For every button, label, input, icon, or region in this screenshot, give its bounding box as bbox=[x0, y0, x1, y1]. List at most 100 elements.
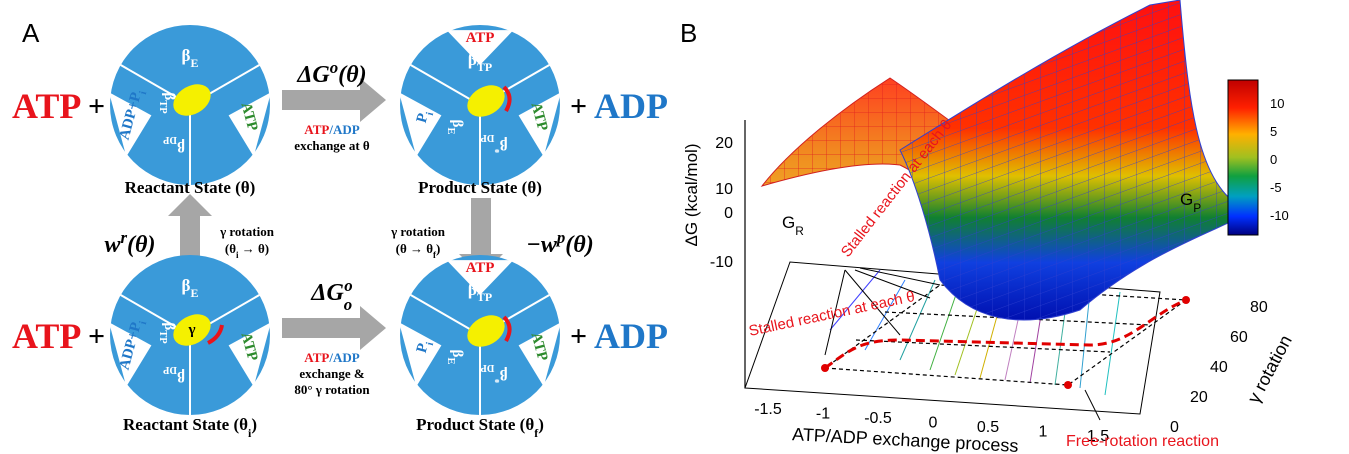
panel-label: B bbox=[680, 18, 697, 48]
text-part: TP bbox=[157, 100, 168, 114]
arrow bbox=[168, 194, 212, 272]
rotation-label: (θi → θ) bbox=[225, 241, 269, 260]
y-axis-label: γ rotation bbox=[1243, 332, 1295, 407]
mesh bbox=[900, 0, 1250, 320]
text-part: ATP bbox=[466, 30, 495, 46]
text-part: β bbox=[182, 46, 191, 65]
text-part: /ADP bbox=[328, 122, 359, 137]
text-part: −w bbox=[526, 232, 558, 258]
z-tick-label: 10 bbox=[715, 181, 733, 198]
text-part: E bbox=[191, 56, 199, 70]
icon-label: βDP bbox=[162, 134, 184, 153]
text-part: Product State (θ) bbox=[418, 178, 542, 197]
x-tick-label: -0.5 bbox=[864, 410, 892, 427]
text-part: γ bbox=[187, 322, 195, 338]
icon-notch bbox=[228, 322, 271, 387]
text-part: G bbox=[1180, 190, 1193, 209]
plus: + bbox=[570, 320, 587, 353]
icon-label: βE bbox=[445, 120, 464, 135]
text-part: (θ) bbox=[565, 232, 593, 258]
rotation-label: γ rotation bbox=[219, 224, 275, 239]
icon-label: ATP bbox=[237, 101, 260, 133]
text-part: + bbox=[570, 90, 587, 123]
text-part: A bbox=[22, 18, 40, 48]
state-label: Reactant State (θ) bbox=[125, 178, 256, 197]
text-part: 1 bbox=[1039, 424, 1048, 441]
text-part: 60 bbox=[1230, 329, 1248, 346]
work: wr(θ) bbox=[105, 228, 156, 259]
plus: + bbox=[88, 90, 105, 123]
text-part: w bbox=[105, 232, 122, 258]
text-part: i bbox=[425, 111, 436, 117]
icon-label: βTP bbox=[468, 280, 492, 304]
text-part: 1.5 bbox=[1087, 428, 1109, 445]
text-part: -5 bbox=[1270, 180, 1282, 195]
text-part: 10 bbox=[1270, 96, 1284, 111]
text-part: Product State (θ bbox=[416, 415, 534, 434]
rotation-arrow bbox=[502, 85, 512, 112]
text-part: β bbox=[177, 368, 185, 384]
text-part: β bbox=[500, 136, 508, 152]
text-part: β bbox=[177, 138, 185, 154]
text-part: ATP bbox=[12, 316, 81, 356]
curve-label: GP bbox=[1180, 190, 1201, 215]
text-part: B bbox=[680, 18, 697, 48]
text-part: β bbox=[468, 280, 477, 299]
panel-label: A bbox=[22, 18, 40, 48]
text-part: DP bbox=[480, 132, 495, 143]
x-tick-label: 1 bbox=[1039, 424, 1048, 441]
text-part: γ rotation bbox=[390, 224, 446, 239]
text-part: ATP bbox=[304, 350, 329, 365]
y-tick-label: 40 bbox=[1210, 359, 1228, 376]
text-part: o bbox=[344, 295, 352, 314]
text-part: -1 bbox=[816, 406, 830, 423]
icon-label: β*DP bbox=[480, 362, 508, 384]
colorbar bbox=[1227, 79, 1259, 236]
text-part: * bbox=[494, 143, 499, 154]
text-part: p bbox=[555, 228, 565, 247]
text-part: β bbox=[500, 366, 508, 382]
icon-label: ATP bbox=[466, 260, 495, 276]
state-label: Product State (θ) bbox=[418, 178, 542, 197]
icon-notch bbox=[109, 322, 152, 387]
icon-notch bbox=[446, 260, 514, 295]
text-part: β bbox=[468, 50, 477, 69]
icon-notch bbox=[518, 92, 561, 157]
icon-label: ATP bbox=[237, 331, 260, 363]
text-part: γ rotation bbox=[1243, 332, 1295, 407]
endpoint bbox=[1064, 381, 1072, 389]
exchange-label: exchange & bbox=[299, 366, 365, 381]
icon-label: ATP bbox=[527, 101, 550, 133]
y-tick-label: 0 bbox=[1170, 419, 1179, 436]
text-part: + bbox=[88, 90, 105, 123]
text-part: -10 bbox=[710, 254, 733, 271]
icon-notch bbox=[446, 30, 514, 65]
exchange-label: ATP/ADP bbox=[304, 122, 359, 137]
icon-label: βE bbox=[182, 276, 199, 300]
rotation-arrow bbox=[502, 315, 512, 342]
text-part: ΔG (kcal/mol) bbox=[682, 144, 701, 247]
text-part: i bbox=[138, 90, 149, 96]
text-part: 5 bbox=[1270, 124, 1277, 139]
y-tick-label: 80 bbox=[1250, 299, 1268, 316]
text-part: Reactant State (θ) bbox=[125, 178, 256, 197]
icon-notch bbox=[399, 92, 442, 157]
text-part: P bbox=[414, 112, 432, 125]
x-tick-label: 0.5 bbox=[977, 419, 999, 436]
plus: + bbox=[570, 90, 587, 123]
text-part: + bbox=[88, 320, 105, 353]
text-part: ATP bbox=[466, 260, 495, 276]
exchange-label: ATP/ADP bbox=[304, 350, 359, 365]
text-part: ATP bbox=[304, 122, 329, 137]
icon-label: β*DP bbox=[480, 132, 508, 154]
z-tick-label: 0 bbox=[724, 205, 733, 222]
icon-notch bbox=[399, 322, 442, 387]
text-part: β bbox=[449, 350, 465, 358]
colorbar-tick-label: 0 bbox=[1270, 152, 1277, 167]
x-tick-label: -1.5 bbox=[754, 401, 782, 418]
text-part: DP bbox=[162, 364, 177, 375]
text-part: ATP bbox=[527, 331, 550, 363]
